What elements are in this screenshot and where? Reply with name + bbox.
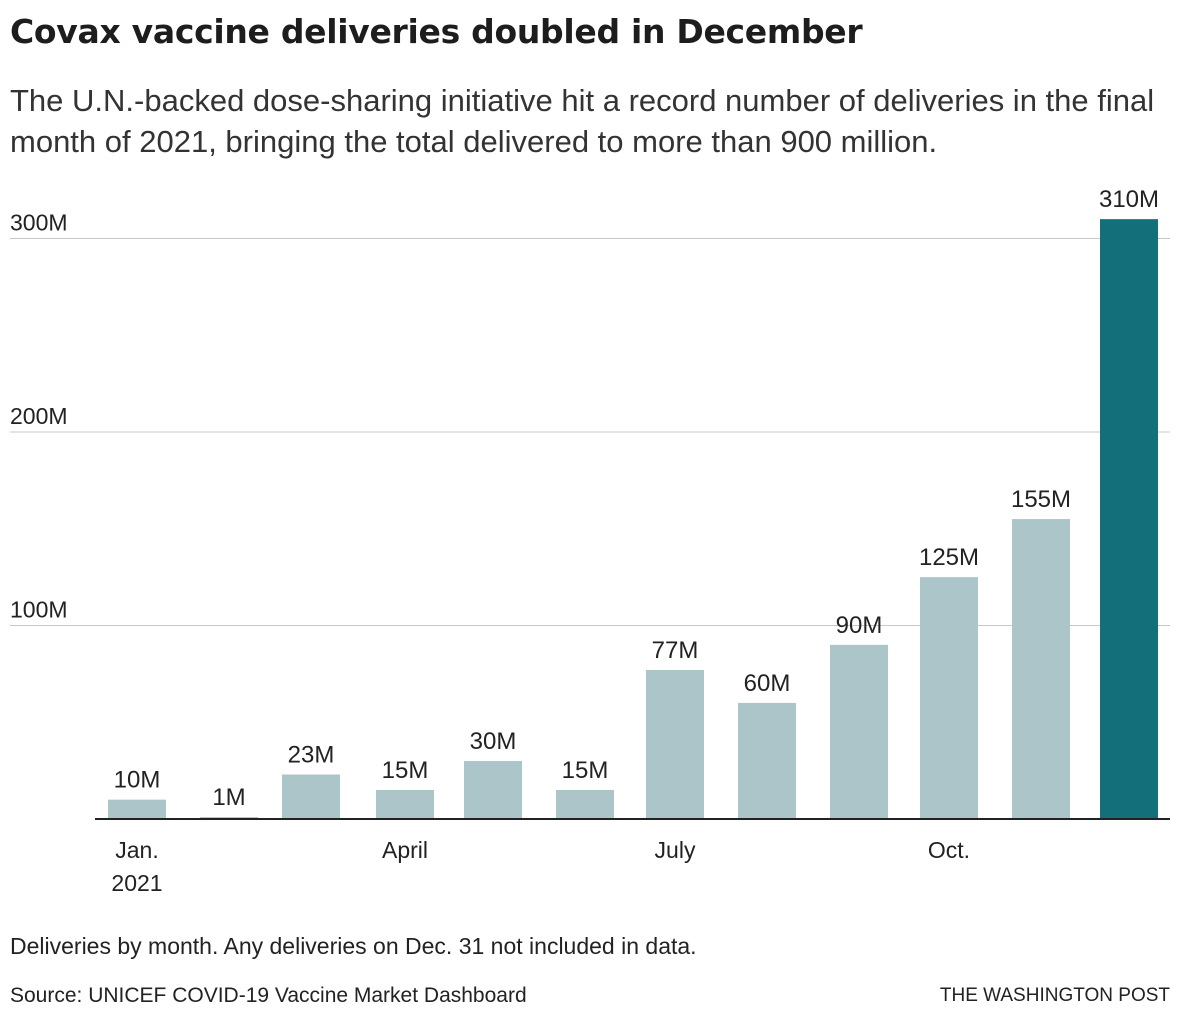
bar-value-label: 310M [1099,186,1159,213]
source-line: Source: UNICEF COVID-19 Vaccine Market D… [10,984,527,1007]
bar-value-label: 125M [919,544,979,571]
y-tick-label: 300M [10,210,68,236]
x-tick-label: July [655,837,696,863]
bar [464,760,522,819]
x-tick-label: April [382,837,428,863]
bar [920,577,978,819]
bar [108,799,166,819]
bar [1012,519,1070,819]
x-axis-ticks: Jan. 2021 April July Oct. [111,837,970,896]
chart-subtitle: The U.N.-backed dose-sharing initiative … [10,83,1155,159]
bar-value-label: 155M [1011,486,1071,513]
bar [830,644,888,819]
bar [738,702,796,819]
bar-value-label: 10M [114,767,161,794]
chart-note: Deliveries by month. Any deliveries on D… [10,933,697,959]
y-tick-label: 200M [10,403,68,429]
bar [646,670,704,819]
bar-value-label: 15M [382,757,429,784]
chart-title: Covax vaccine deliveries doubled in Dece… [10,12,863,51]
bar-value-label: 15M [562,757,609,784]
x-tick-label: Oct. [928,837,970,863]
x-tick-label: 2021 [111,870,162,896]
bar-value-label: 23M [288,741,335,768]
x-tick-label: Jan. [115,837,158,863]
y-tick-label: 100M [10,597,68,623]
bar-value-label: 60M [744,670,791,697]
grid-lines [10,238,1170,626]
bar-value-label: 77M [652,637,699,664]
bars [108,219,1158,819]
bar [282,774,340,819]
bar [556,789,614,819]
bar [1100,219,1158,819]
bar-value-label: 30M [470,728,517,755]
publisher-credit: THE WASHINGTON POST [939,985,1170,1006]
value-labels: 10M 1M 23M 15M 30M 15M 77M 60M 90M 125M 155M 310M [114,186,1159,811]
y-axis-ticks: 100M 200M 300M [10,210,68,623]
bar-value-label: 1M [212,784,245,811]
bar-value-label: 90M [836,612,883,639]
bar [376,789,434,819]
